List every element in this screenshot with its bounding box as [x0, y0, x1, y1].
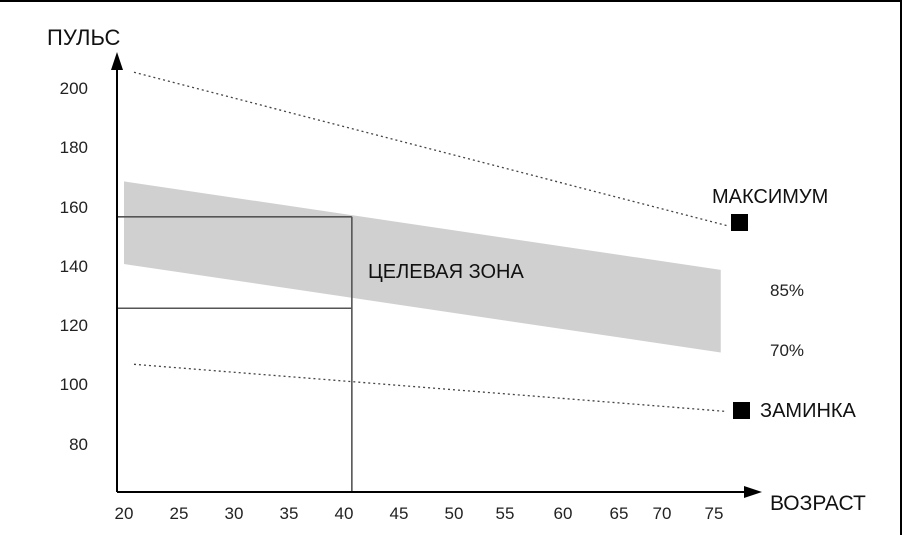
y-tick-label: 160	[60, 198, 88, 217]
target-zone-label: ЦЕЛЕВАЯ ЗОНА	[368, 261, 524, 283]
target-zone-band	[124, 181, 721, 353]
y-tick-label: 200	[60, 79, 88, 98]
x-tick-label: 65	[610, 504, 629, 523]
series-line-maximum	[133, 71, 728, 227]
x-tick-label: 40	[335, 504, 354, 523]
x-tick-label: 25	[170, 504, 189, 523]
x-tick-label: 30	[225, 504, 244, 523]
x-tick-label: 35	[280, 504, 299, 523]
maximum-marker	[731, 214, 748, 231]
cooldown-label: ЗАМИНКА	[760, 400, 857, 422]
y-tick-label: 100	[60, 375, 88, 394]
y-tick-label: 180	[60, 138, 88, 157]
x-axis-label: ВОЗРАСТ	[770, 492, 866, 515]
y-axis-label: ПУЛЬС	[47, 25, 120, 50]
y-tick-label: 80	[69, 435, 88, 454]
x-axis-arrow	[744, 486, 762, 498]
cooldown-marker	[733, 402, 750, 419]
x-tick-label: 75	[705, 504, 724, 523]
maximum-label: МАКСИМУМ	[712, 186, 828, 208]
x-tick-label: 45	[390, 504, 409, 523]
lower-band-label: 70%	[770, 341, 804, 360]
x-tick-label: 20	[115, 504, 134, 523]
x-tick-label: 55	[496, 504, 515, 523]
series-line-cooldown	[133, 363, 728, 413]
x-tick-label: 60	[554, 504, 573, 523]
x-tick-label: 70	[653, 504, 672, 523]
y-axis-arrow	[111, 52, 123, 70]
y-tick-label: 140	[60, 257, 88, 276]
x-tick-label: 50	[445, 504, 464, 523]
upper-band-label: 85%	[770, 281, 804, 300]
y-tick-label: 120	[60, 316, 88, 335]
